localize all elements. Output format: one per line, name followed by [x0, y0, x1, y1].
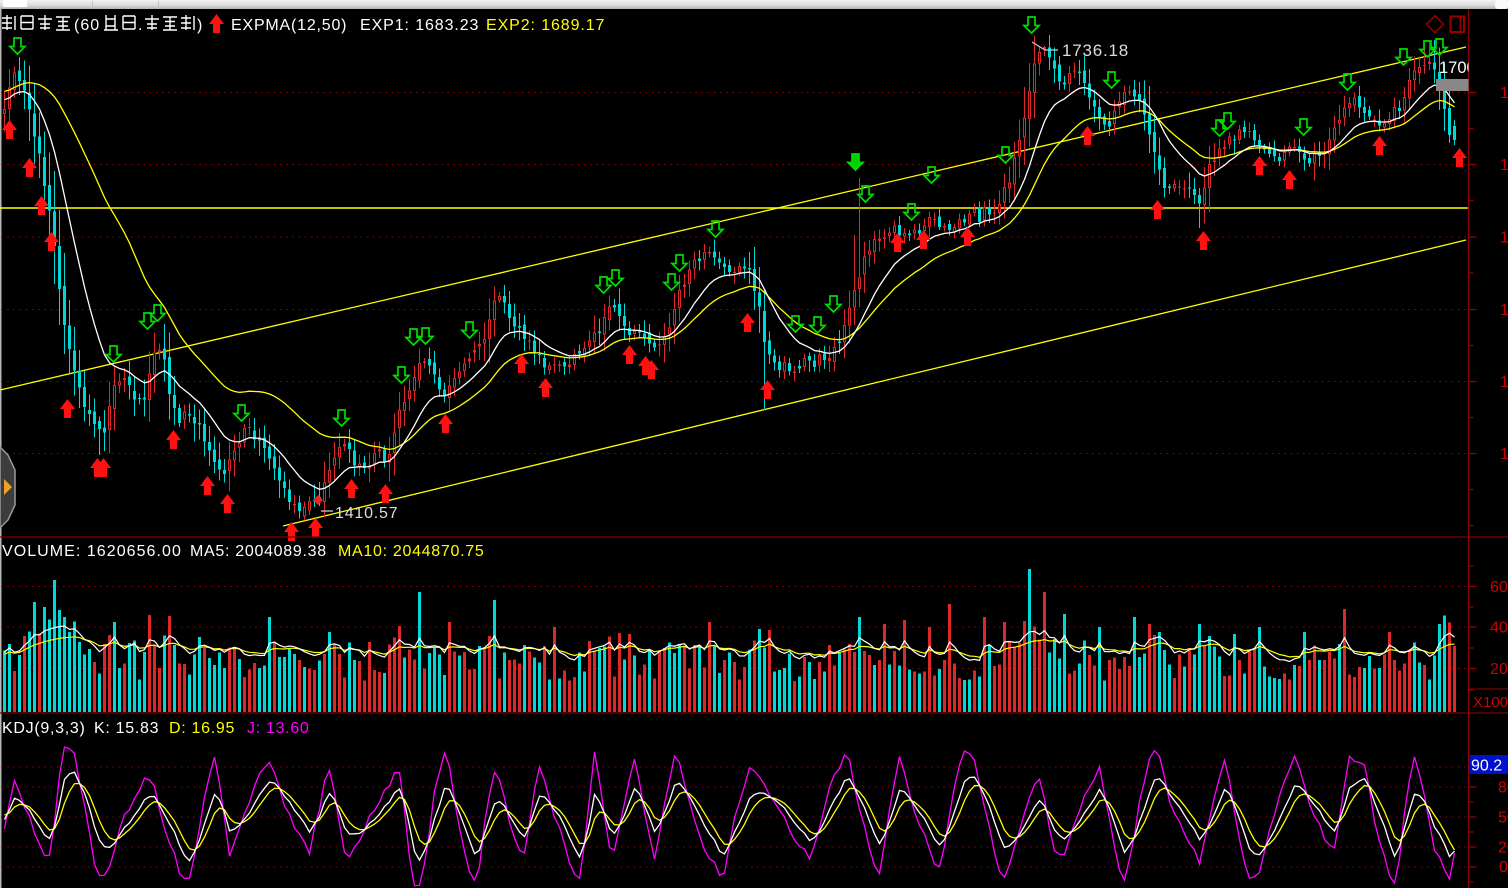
- svg-text:J: 13.60: J: 13.60: [247, 720, 310, 737]
- svg-text:1650: 1650: [1500, 157, 1508, 174]
- svg-text:80: 80: [1498, 780, 1508, 797]
- svg-text:4000: 4000: [1490, 620, 1508, 637]
- svg-text:50: 50: [1498, 810, 1508, 827]
- svg-text:1500: 1500: [1500, 374, 1508, 391]
- svg-text:KDJ(9,3,3): KDJ(9,3,3): [2, 720, 85, 737]
- svg-text:EXPMA(12,50): EXPMA(12,50): [231, 17, 347, 34]
- svg-text:0: 0: [1499, 859, 1508, 876]
- svg-text:D: 16.95: D: 16.95: [169, 720, 235, 737]
- svg-text:1700: 1700: [1500, 85, 1508, 102]
- svg-text:1410.57: 1410.57: [335, 505, 398, 522]
- svg-text:EXP2: 1689.17: EXP2: 1689.17: [486, 17, 605, 34]
- svg-text:1450: 1450: [1500, 446, 1508, 463]
- svg-text:1550: 1550: [1500, 302, 1508, 319]
- svg-text:EXP1: 1683.23: EXP1: 1683.23: [360, 17, 479, 34]
- svg-text:20: 20: [1498, 840, 1508, 857]
- svg-text:1600: 1600: [1500, 230, 1508, 247]
- svg-text:90.2: 90.2: [1471, 758, 1502, 775]
- svg-text:.: .: [138, 17, 142, 34]
- svg-text:X10000: X10000: [1473, 694, 1508, 711]
- svg-text:2000: 2000: [1490, 661, 1508, 678]
- svg-text:MA5: 2004089.38: MA5: 2004089.38: [190, 543, 327, 560]
- svg-text:(60: (60: [74, 17, 100, 34]
- svg-text:6000: 6000: [1490, 579, 1508, 596]
- svg-text:): ): [197, 17, 202, 34]
- svg-text:1736.18: 1736.18: [1062, 41, 1129, 60]
- svg-text:K: 15.83: K: 15.83: [94, 720, 159, 737]
- svg-text:VOLUME: 1620656.00: VOLUME: 1620656.00: [2, 543, 182, 560]
- svg-text:1700: 1700: [1439, 59, 1476, 77]
- svg-text:MA10: 2044870.75: MA10: 2044870.75: [338, 543, 484, 560]
